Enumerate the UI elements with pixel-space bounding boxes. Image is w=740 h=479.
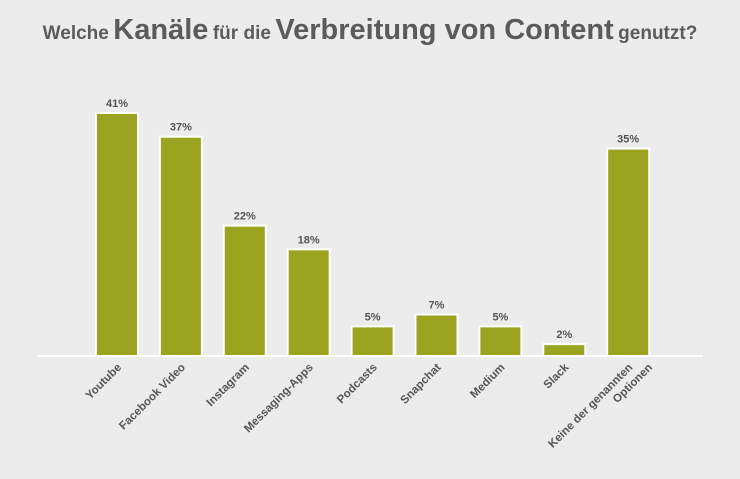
title-part-3: für die [212, 23, 271, 44]
title-part-4: Verbreitung von Content [275, 14, 614, 46]
bar-3 [222, 224, 267, 357]
data-label-3: 22% [234, 211, 256, 223]
title-part-5: genutzt? [618, 23, 698, 44]
data-label-9: 35% [617, 134, 639, 146]
category-label-5: Podcasts [335, 362, 380, 407]
bar-1 [95, 112, 139, 357]
data-label-5: 5% [365, 311, 381, 323]
bar-8 [542, 343, 587, 357]
category-label-4: Messaging-Apps [242, 362, 316, 436]
category-label-3: Instagram [205, 362, 252, 409]
data-label-4: 18% [298, 234, 320, 246]
title-part-1: Welche [42, 23, 109, 44]
data-label-6: 7% [429, 300, 445, 312]
bar-7 [478, 325, 523, 357]
bar-9 [606, 147, 651, 357]
data-label-2: 37% [170, 122, 192, 134]
bar-2 [158, 135, 203, 357]
bar-6 [414, 313, 459, 358]
bar-5 [350, 325, 395, 357]
category-label-6: Snapchat [399, 362, 444, 407]
category-label-2: Facebook Video [117, 362, 188, 433]
data-label-1: 41% [106, 98, 128, 110]
category-label-1: Youtube [84, 362, 124, 402]
data-label-8: 2% [556, 329, 572, 341]
data-label-7: 5% [492, 311, 508, 323]
title-part-2: Kanäle [113, 14, 209, 46]
category-label-8: Slack [542, 361, 572, 391]
chart-title: Welche Kanäle für die Verbreitung von Co… [0, 14, 740, 47]
bar-4 [286, 248, 331, 358]
category-label-7: Medium [468, 362, 507, 401]
